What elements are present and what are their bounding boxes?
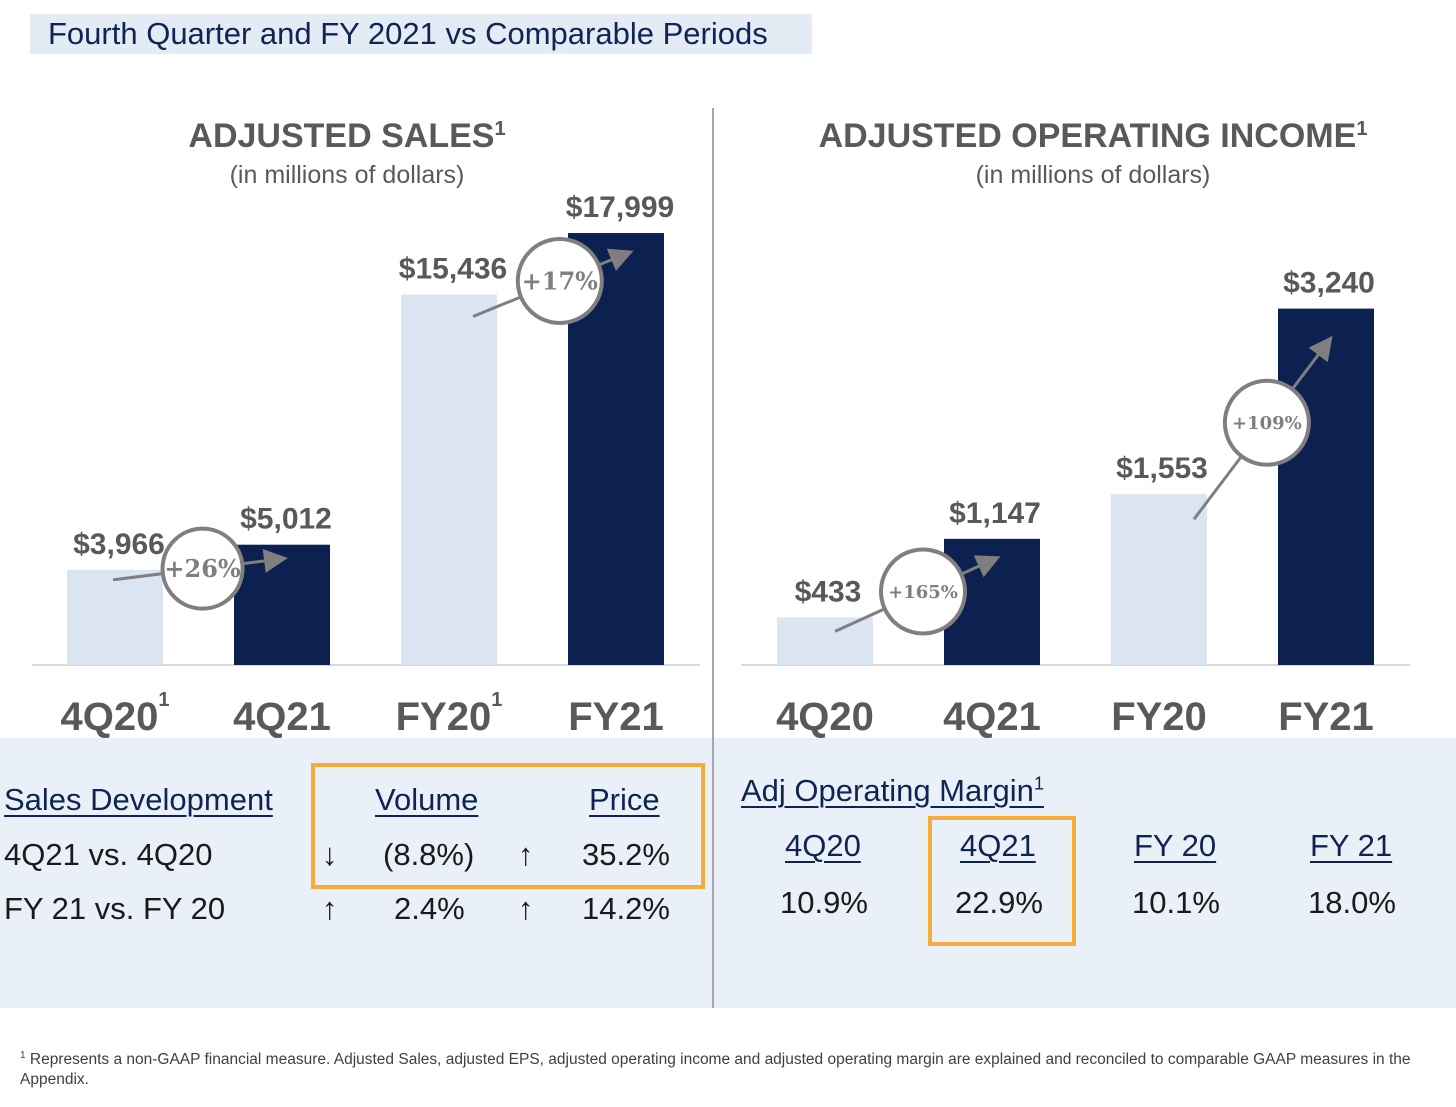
metrics-panel bbox=[0, 738, 1456, 1008]
growth-label: +17% bbox=[522, 266, 599, 295]
price-value: 35.2% bbox=[582, 837, 670, 872]
bar-4q20 bbox=[777, 617, 873, 665]
data-label: $5,012 bbox=[240, 503, 332, 536]
category-label: FY21 bbox=[568, 695, 664, 739]
growth-badge bbox=[515, 236, 604, 325]
growth-badge bbox=[879, 547, 967, 636]
footnote-marker: 1 bbox=[1033, 773, 1044, 794]
data-label: $433 bbox=[795, 575, 862, 608]
adjusted-operating-income-chart: ADJUSTED OPERATING INCOME1 (in millions o… bbox=[741, 117, 1410, 739]
margin-period-header: 4Q20 bbox=[785, 828, 861, 863]
growth-label: +26% bbox=[164, 554, 241, 583]
margin-period-header: FY 21 bbox=[1310, 828, 1393, 863]
footnote-marker: 1 bbox=[1356, 118, 1367, 140]
category-label: 4Q21 bbox=[233, 695, 331, 739]
chart-subtitle: (in millions of dollars) bbox=[230, 161, 465, 189]
margin-period-header: FY 20 bbox=[1134, 828, 1217, 863]
footnote-marker: 1 bbox=[20, 1050, 26, 1061]
footnote: 1 Represents a non-GAAP financial measur… bbox=[20, 1046, 1430, 1090]
category-label: FY21 bbox=[1278, 695, 1374, 739]
category-label: 4Q201 bbox=[61, 689, 170, 739]
highlight-box-4q21-margin bbox=[928, 816, 1076, 946]
data-label: $15,436 bbox=[399, 253, 507, 286]
footnote-marker: 1 bbox=[494, 118, 505, 140]
volume-up-arrow-icon: ↑ bbox=[322, 891, 338, 926]
margin-period-header: 4Q21 bbox=[960, 828, 1036, 863]
sales-development-heading: Sales Development bbox=[4, 782, 273, 817]
chart-title: ADJUSTED OPERATING INCOME1 bbox=[819, 117, 1368, 155]
data-label: $17,999 bbox=[566, 191, 674, 224]
volume-column-header: Volume bbox=[375, 782, 479, 817]
data-label: $1,147 bbox=[949, 497, 1041, 530]
volume-value: 2.4% bbox=[394, 891, 465, 926]
growth-badge bbox=[1222, 378, 1311, 467]
operating-margin-heading: Adj Operating Margin1 bbox=[741, 773, 1044, 808]
bar-4q20 bbox=[67, 569, 163, 665]
margin-value: 22.9% bbox=[955, 885, 1043, 920]
data-label: $1,553 bbox=[1116, 452, 1208, 485]
growth-label: +109% bbox=[1232, 413, 1302, 434]
margin-value: 10.9% bbox=[780, 885, 868, 920]
chart-title: ADJUSTED SALES1 bbox=[188, 117, 505, 155]
category-label: 4Q20 bbox=[776, 695, 874, 739]
margin-value: 18.0% bbox=[1308, 885, 1396, 920]
adjusted-sales-chart: ADJUSTED SALES1 (in millions of dollars) $… bbox=[32, 117, 700, 739]
category-label: FY201 bbox=[396, 689, 503, 739]
slide-title: Fourth Quarter and FY 2021 vs Comparable… bbox=[48, 16, 768, 51]
footnote-text: Represents a non-GAAP financial measure.… bbox=[20, 1051, 1411, 1089]
category-label: FY20 bbox=[1111, 695, 1207, 739]
volume-value: (8.8%) bbox=[383, 837, 475, 872]
volume-down-arrow-icon: ↓ bbox=[322, 837, 338, 872]
bar-fy21 bbox=[1278, 308, 1374, 665]
category-label: 4Q21 bbox=[943, 695, 1041, 739]
section-divider bbox=[712, 108, 714, 1008]
price-column-header: Price bbox=[589, 782, 660, 817]
data-label: $3,240 bbox=[1283, 267, 1375, 300]
slide-title-band: Fourth Quarter and FY 2021 vs Comparable… bbox=[30, 14, 812, 54]
data-label: $3,966 bbox=[73, 528, 165, 561]
sales-row-label: FY 21 vs. FY 20 bbox=[4, 891, 226, 926]
growth-badge bbox=[160, 526, 245, 611]
price-value: 14.2% bbox=[582, 891, 670, 926]
highlight-box-4q-sales bbox=[311, 763, 705, 889]
bar-fy20 bbox=[401, 294, 497, 665]
sales-row-label: 4Q21 vs. 4Q20 bbox=[4, 837, 213, 872]
price-up-arrow-icon: ↑ bbox=[518, 837, 534, 872]
margin-value: 10.1% bbox=[1132, 885, 1220, 920]
price-up-arrow-icon: ↑ bbox=[518, 891, 534, 926]
bar-fy20 bbox=[1111, 494, 1207, 665]
growth-label: +165% bbox=[888, 582, 958, 603]
chart-subtitle: (in millions of dollars) bbox=[976, 161, 1211, 189]
